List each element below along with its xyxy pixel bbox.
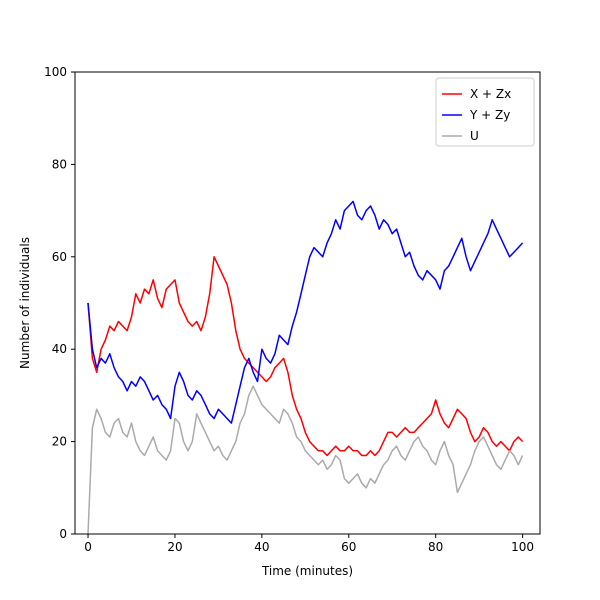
series-line-2 (87, 385, 524, 535)
x-tick-label: 40 (254, 540, 269, 554)
legend-label: X + Zx (470, 87, 511, 101)
x-tick-label: 0 (84, 540, 92, 554)
y-tick-label: 20 (52, 435, 67, 449)
series-layer (87, 200, 524, 535)
legend-label: U (470, 129, 479, 143)
x-tick-label: 60 (341, 540, 356, 554)
legend: X + Zx Y + Zy U (435, 77, 535, 147)
y-tick-label: 40 (52, 342, 67, 356)
y-tick-label: 80 (52, 157, 67, 171)
y-tick-label: 100 (44, 65, 67, 79)
x-tick-label: 100 (511, 540, 534, 554)
plot-frame (74, 71, 541, 535)
y-axis-label: Number of individuals (18, 237, 32, 369)
x-axis-label: Time (minutes) (261, 564, 353, 578)
tick-layer: 0 20 40 60 80 100 0 20 40 60 80 100 (44, 65, 534, 554)
legend-label: Y + Zy (469, 108, 510, 122)
y-tick-label: 60 (52, 250, 67, 264)
y-tick-label: 0 (59, 527, 67, 541)
x-tick-label: 20 (167, 540, 182, 554)
legend-box (435, 77, 535, 147)
x-tick-label: 80 (428, 540, 443, 554)
series-line-0 (87, 256, 524, 457)
series-line-1 (87, 200, 524, 424)
